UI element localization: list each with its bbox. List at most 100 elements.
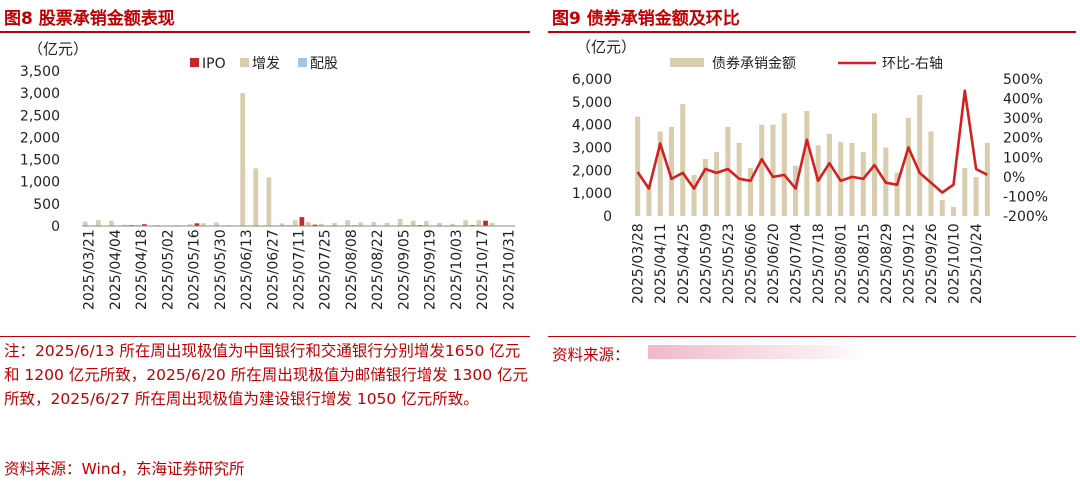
right-unit-label: （亿元） (576, 38, 636, 56)
bond-volume-bar (984, 142, 990, 216)
bond-volume-bar (962, 168, 968, 216)
left-ytick-label: 2,000 (20, 130, 60, 146)
right-xtick-label: 2025/07/04 (789, 223, 805, 304)
left-source: 资料来源：Wind，东海证券研究所 (4, 460, 245, 478)
bond-volume-bar (635, 116, 641, 216)
left-unit-label: （亿元） (28, 40, 88, 58)
bond-volume-bar (973, 177, 979, 216)
right-left-ytick-label: 5,000 (572, 95, 612, 111)
ipo-bar (299, 217, 305, 226)
left-ytick-label: 2,500 (20, 108, 60, 124)
left-xtick-label: 2025/06/13 (239, 229, 255, 310)
left-xtick-label: 2025/09/05 (396, 229, 412, 310)
right-right-ytick-label: 200% (1003, 131, 1043, 147)
right-right-ytick-label: 400% (1003, 92, 1043, 108)
bond-volume-bar (905, 117, 911, 216)
seo-bar (109, 220, 114, 226)
seo-bar (345, 220, 350, 226)
seo-bar (266, 177, 272, 226)
bond-volume-bar (657, 131, 663, 216)
right-left-ytick-label: 4,000 (572, 118, 612, 134)
left-title-rule (0, 31, 530, 33)
left-xtick-label: 2025/09/19 (423, 229, 439, 310)
right-xtick-label: 2025/06/06 (743, 223, 759, 304)
left-ytick-label: 1,500 (20, 153, 60, 169)
bond-volume-bar (691, 174, 697, 216)
right-legend-label: 环比-右轴 (882, 56, 943, 72)
right-source: 资料来源： (552, 346, 630, 364)
bond-volume-bar (950, 206, 957, 216)
bond-volume-bar (849, 142, 855, 216)
left-xtick-label: 2025/10/17 (475, 229, 491, 310)
seo-bar (410, 220, 416, 226)
bond-volume-bar (804, 110, 810, 216)
right-xtick-label: 2025/09/26 (924, 223, 940, 304)
seo-bar (358, 222, 364, 226)
seo-bar (122, 224, 127, 226)
right-right-ytick-label: -100% (1003, 189, 1048, 205)
right-xtick-label: 2025/04/25 (676, 223, 692, 304)
left-chart-title: 图8 股票承销金额表现 (4, 9, 175, 29)
seo-bar (384, 222, 390, 226)
right-left-ytick-label: 1,000 (572, 186, 612, 202)
bond-volume-bar (781, 113, 787, 216)
seo-bar (305, 222, 311, 226)
seo-bar (240, 93, 246, 226)
seo-bar (476, 220, 482, 226)
right-xtick-label: 2025/08/29 (879, 223, 895, 304)
right-xtick-label: 2025/08/01 (834, 223, 850, 304)
ipo-bar (142, 224, 147, 226)
left-legend-swatch (190, 58, 199, 67)
left-xtick-label: 2025/04/18 (134, 229, 150, 310)
seo-bar (187, 224, 193, 226)
seo-bar (463, 220, 469, 226)
right-left-ytick-label: 6,000 (572, 72, 612, 88)
source-redaction (648, 345, 868, 359)
right-xtick-label: 2025/06/20 (766, 223, 782, 304)
right-xtick-label: 2025/10/10 (947, 223, 963, 304)
right-xtick-label: 2025/08/15 (856, 223, 872, 304)
right-right-ytick-label: 0% (1003, 170, 1025, 186)
ipo-bar (194, 223, 200, 226)
seo-bar (292, 220, 298, 226)
seo-bar (397, 218, 403, 226)
right-xtick-label: 2025/05/23 (721, 223, 737, 304)
bond-volume-bar (747, 168, 753, 216)
left-ytick-label: 0 (51, 219, 60, 235)
left-chart: （亿元） 0 500 1,000 1,500 2,000 2,500 3,000 3,500 20… (20, 40, 518, 310)
bond-volume-bar (714, 152, 720, 216)
right-right-ytick-label: 300% (1003, 111, 1043, 127)
left-ytick-label: 1,000 (20, 175, 60, 191)
left-legend-label: 增发 (252, 56, 280, 72)
left-ytick-label: 500 (33, 197, 60, 213)
right-xtick-label: 2025/10/24 (969, 223, 985, 304)
right-left-ytick-label: 3,000 (572, 141, 612, 157)
left-xtick-label: 2025/07/25 (318, 229, 334, 310)
seo-bar (450, 223, 455, 226)
bond-volume-bar (680, 104, 686, 216)
right-left-ytick-label: 2,000 (572, 163, 612, 179)
bond-volume-bar (702, 158, 708, 216)
right-legend-label: 债券承销金额 (712, 56, 796, 72)
seo-bar (253, 168, 259, 226)
bond-volume-bar (939, 200, 945, 216)
seo-bar (82, 221, 88, 226)
right-left-ytick-label: 0 (603, 209, 612, 225)
bond-volume-bar (917, 94, 923, 216)
bond-volume-bar (894, 172, 900, 216)
left-xtick-label: 2025/07/11 (292, 229, 308, 310)
ipo-bar (483, 220, 488, 226)
left-xtick-label: 2025/05/02 (160, 229, 176, 310)
seo-bar (371, 222, 377, 226)
seo-bar (200, 223, 206, 226)
left-xtick-label: 2025/08/22 (370, 229, 386, 310)
right-legend-swatch-bar (670, 58, 704, 67)
right-title-rule (548, 31, 1076, 33)
left-legend-swatch (298, 58, 307, 67)
bond-volume-bar (759, 124, 765, 216)
right-right-ytick-label: 500% (1003, 72, 1043, 88)
seo-bar (332, 222, 337, 226)
left-bottom-rule (0, 336, 530, 337)
seo-bar (95, 220, 101, 226)
left-xtick-label: 2025/10/03 (449, 229, 465, 310)
